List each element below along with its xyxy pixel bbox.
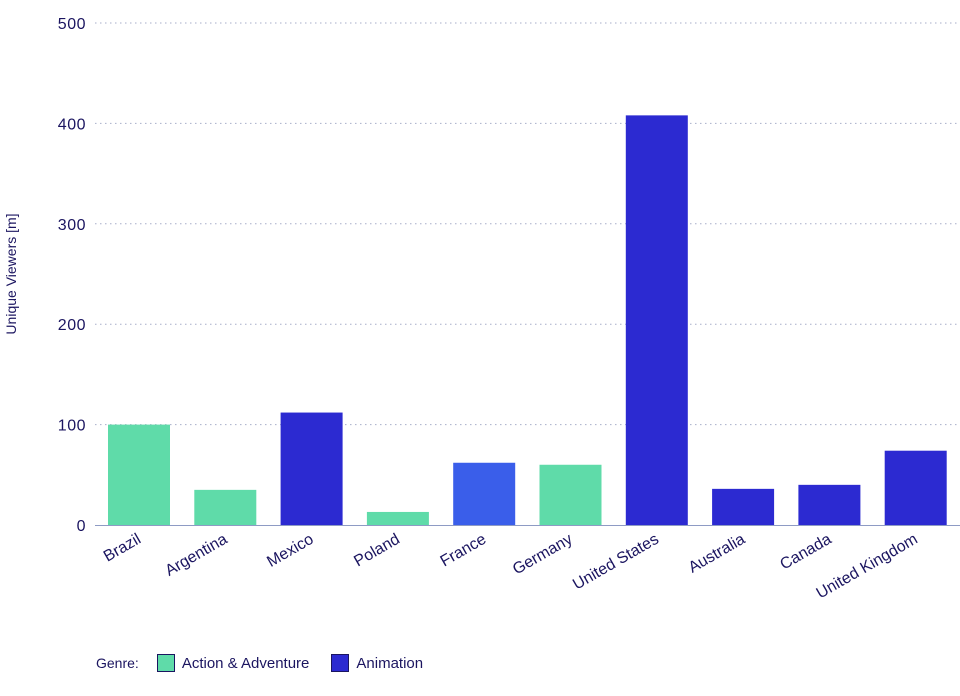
x-tick-label-australia: Australia	[686, 531, 748, 577]
bar-canada	[798, 484, 861, 525]
bar-argentina	[194, 489, 257, 525]
bar-brazil	[108, 424, 170, 525]
legend-title: Genre:	[96, 655, 139, 671]
x-tick-label-brazil: Brazil	[101, 531, 144, 566]
bar-united-states	[625, 115, 688, 526]
y-tick-label-400: 400	[58, 116, 86, 133]
legend-swatch-action-adventure	[156, 654, 175, 672]
y-tick-label-300: 300	[58, 217, 86, 234]
bar-australia	[712, 488, 775, 525]
bars	[108, 115, 947, 526]
bar-france	[453, 462, 516, 525]
legend-item-action-adventure: Action & Adventure	[156, 654, 310, 672]
bar-united-kingdom	[884, 450, 947, 525]
x-tick-label-canada: Canada	[777, 531, 834, 574]
y-axis-ticks: 0 100 200 300 400 500	[58, 16, 86, 535]
x-tick-label-mexico: Mexico	[264, 531, 316, 571]
x-tick-label-germany: Germany	[510, 531, 575, 579]
x-tick-label-argentina: Argentina	[162, 531, 230, 580]
x-tick-label-france: France	[438, 531, 490, 571]
legend-item-animation: Animation	[331, 654, 423, 672]
legend-swatch-animation	[331, 654, 350, 672]
y-tick-label-200: 200	[58, 317, 86, 334]
bar-poland	[366, 511, 429, 525]
legend-label-action-adventure: Action & Adventure	[181, 654, 310, 672]
y-tick-label-500: 500	[58, 16, 86, 33]
y-tick-label-0: 0	[77, 518, 86, 535]
x-tick-label-united-states: United States	[570, 531, 662, 594]
legend: Genre: Action & Adventure Animation	[96, 653, 445, 673]
y-tick-label-100: 100	[58, 418, 86, 435]
y-axis-label: Unique Viewers [m]	[3, 213, 19, 334]
x-axis-ticks: Brazil Argentina Mexico Poland France Germany…	[101, 531, 921, 603]
x-tick-label-poland: Poland	[351, 531, 403, 571]
gridlines	[95, 22, 960, 426]
bar-mexico	[280, 412, 343, 525]
legend-label-animation: Animation	[356, 654, 424, 672]
bar-germany	[539, 464, 602, 525]
